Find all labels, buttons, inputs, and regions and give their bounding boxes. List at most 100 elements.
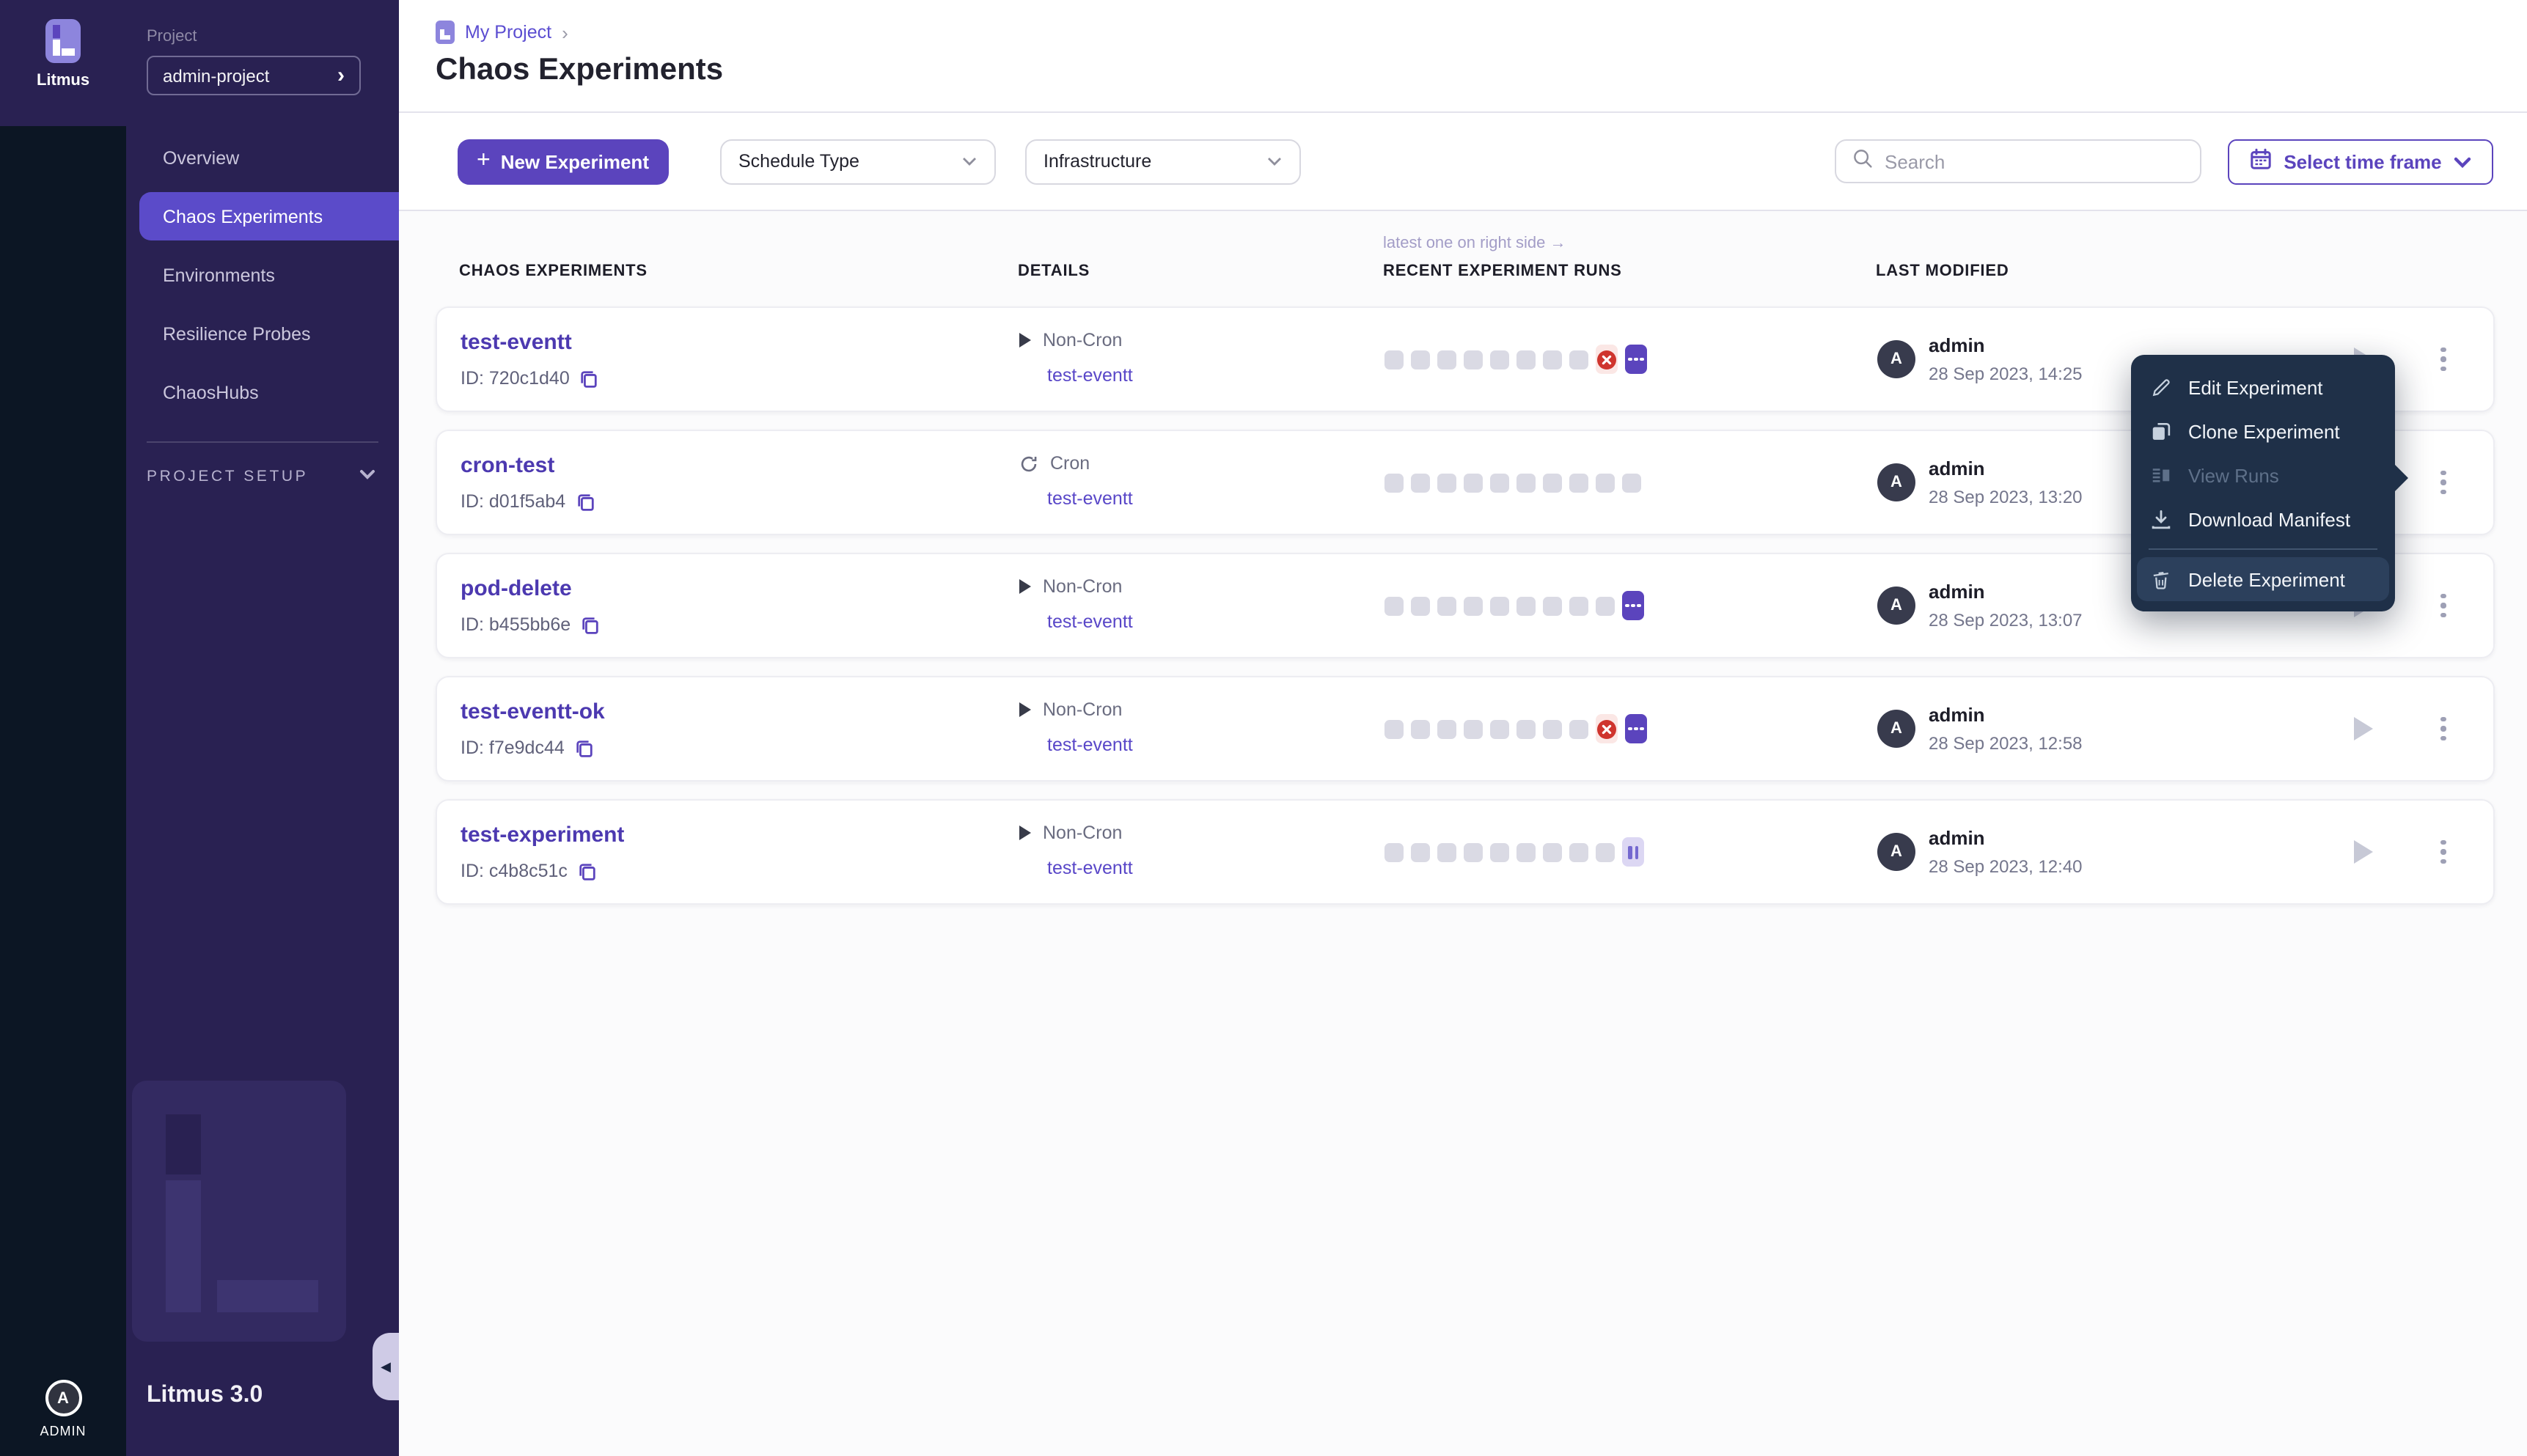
breadcrumb: My Project › <box>436 0 2527 44</box>
run-failed-icon[interactable] <box>1596 345 1618 374</box>
run-empty <box>1516 842 1536 861</box>
copy-icon[interactable] <box>576 492 595 511</box>
row-menu-button[interactable] <box>2435 588 2451 624</box>
experiment-name-link[interactable]: test-eventt <box>461 330 572 355</box>
infrastructure-filter[interactable]: Infrastructure <box>1024 139 1300 184</box>
run-experiment-button[interactable] <box>2354 717 2373 740</box>
sidebar-collapse-button[interactable]: ◀ <box>373 1333 399 1400</box>
chevron-down-icon <box>2454 150 2471 172</box>
run-running-icon[interactable] <box>1625 345 1647 374</box>
avatar: A <box>1877 463 1915 501</box>
experiment-details-cell: Non-Cron test-eventt <box>1019 823 1384 881</box>
run-empty <box>1464 473 1483 492</box>
run-experiment-button[interactable] <box>2354 840 2373 864</box>
column-header-last-modified: LAST MODIFIED <box>1876 262 2009 280</box>
run-empty <box>1516 596 1536 615</box>
recent-runs-cell <box>1384 473 1877 492</box>
breadcrumb-link[interactable]: My Project <box>465 22 552 43</box>
experiment-name-link[interactable]: pod-delete <box>461 576 572 601</box>
project-setup-label: PROJECT SETUP <box>147 468 309 485</box>
experiment-name-cell: cron-test ID: d01f5ab4 <box>461 453 1019 512</box>
sidebar-item-overview[interactable]: Overview <box>163 147 240 168</box>
experiment-target-link[interactable]: test-eventt <box>1047 735 1133 755</box>
copy-icon[interactable] <box>575 738 594 757</box>
run-empty <box>1464 596 1483 615</box>
run-empty <box>1384 473 1404 492</box>
row-actions-cell <box>2354 711 2493 747</box>
recent-runs-cell <box>1384 591 1877 620</box>
schedule-type: Non-Cron <box>1019 699 1384 720</box>
modified-date: 28 Sep 2023, 12:40 <box>1929 856 2083 877</box>
page-title: Chaos Experiments <box>436 53 724 87</box>
experiment-target-link[interactable]: test-eventt <box>1047 611 1133 632</box>
modified-date: 28 Sep 2023, 12:58 <box>1929 733 2083 754</box>
project-setup-toggle[interactable]: PROJECT SETUP <box>147 468 375 485</box>
last-modified-text: admin 28 Sep 2023, 13:20 <box>1929 457 2083 507</box>
schedule-type-label: Non-Cron <box>1043 330 1123 350</box>
sidebar-item-chaoshubs[interactable]: ChaosHubs <box>163 382 259 402</box>
last-modified-text: admin 28 Sep 2023, 12:40 <box>1929 827 2083 877</box>
column-header-details: DETAILS <box>1018 262 1090 280</box>
sidebar-item-resilience-probes[interactable]: Resilience Probes <box>163 323 311 344</box>
copy-icon[interactable] <box>581 615 600 634</box>
menu-item-clone-experiment[interactable]: Clone Experiment <box>2131 409 2395 453</box>
row-menu-button[interactable] <box>2435 342 2451 378</box>
copy-icon[interactable] <box>580 369 599 388</box>
modified-by-user: admin <box>1929 704 1985 726</box>
run-empty <box>1437 350 1456 369</box>
avatar: A <box>1877 710 1915 748</box>
experiment-details-cell: Non-Cron test-eventt <box>1019 330 1384 389</box>
search-input[interactable] <box>1885 150 2184 172</box>
run-empty <box>1384 596 1404 615</box>
copy-icon[interactable] <box>578 861 597 880</box>
run-paused-icon[interactable] <box>1622 837 1644 867</box>
experiment-name-link[interactable]: cron-test <box>461 453 555 478</box>
menu-divider <box>2149 548 2377 550</box>
menu-item-download-manifest[interactable]: Download Manifest <box>2131 497 2395 541</box>
run-empty <box>1543 596 1562 615</box>
experiment-id: ID: d01f5ab4 <box>461 491 1019 512</box>
play-icon <box>1019 826 1031 840</box>
experiment-target-link[interactable]: test-eventt <box>1047 488 1133 509</box>
admin-avatar[interactable]: A <box>45 1380 81 1416</box>
new-experiment-button[interactable]: + New Experiment <box>458 139 668 184</box>
sidebar-item-chaos-experiments[interactable]: Chaos Experiments <box>139 192 399 240</box>
experiment-name-link[interactable]: test-eventt-ok <box>461 699 605 724</box>
recent-runs-cell <box>1384 345 1877 374</box>
run-failed-icon[interactable] <box>1596 714 1618 743</box>
menu-item-edit-experiment[interactable]: Edit Experiment <box>2131 365 2395 409</box>
run-empty <box>1411 473 1430 492</box>
experiment-id: ID: c4b8c51c <box>461 861 1019 881</box>
experiment-id-text: ID: f7e9dc44 <box>461 738 565 758</box>
project-select[interactable]: admin-project › <box>147 56 361 95</box>
row-menu-button[interactable] <box>2435 834 2451 870</box>
sidebar-item-environments[interactable]: Environments <box>163 265 275 285</box>
menu-item-label: Clone Experiment <box>2188 420 2340 442</box>
row-menu-button[interactable] <box>2435 465 2451 501</box>
experiment-target-link[interactable]: test-eventt <box>1047 858 1133 878</box>
select-time-frame-button[interactable]: Select time frame <box>2228 139 2493 184</box>
run-empty <box>1543 473 1562 492</box>
experiment-row: test-experiment ID: c4b8c51c Non-Cron test-… <box>436 799 2495 905</box>
schedule-type-label: Non-Cron <box>1043 699 1123 720</box>
admin-block[interactable]: A ADMIN <box>0 1380 126 1438</box>
list-icon <box>2150 464 2174 486</box>
breadcrumb-chevron-icon: › <box>562 21 568 43</box>
avatar: A <box>1877 340 1915 378</box>
run-empty <box>1569 350 1588 369</box>
menu-item-delete-experiment[interactable]: Delete Experiment <box>2137 557 2389 601</box>
experiment-name-link[interactable]: test-experiment <box>461 823 625 848</box>
last-modified-text: admin 28 Sep 2023, 14:25 <box>1929 334 2083 384</box>
run-empty <box>1411 842 1430 861</box>
sidebar-divider <box>147 441 378 443</box>
row-menu-button[interactable] <box>2435 711 2451 747</box>
schedule-type-filter[interactable]: Schedule Type <box>719 139 995 184</box>
experiment-target-link[interactable]: test-eventt <box>1047 365 1133 386</box>
avatar: A <box>1877 587 1915 625</box>
run-running-icon[interactable] <box>1622 591 1644 620</box>
run-running-icon[interactable] <box>1625 714 1647 743</box>
